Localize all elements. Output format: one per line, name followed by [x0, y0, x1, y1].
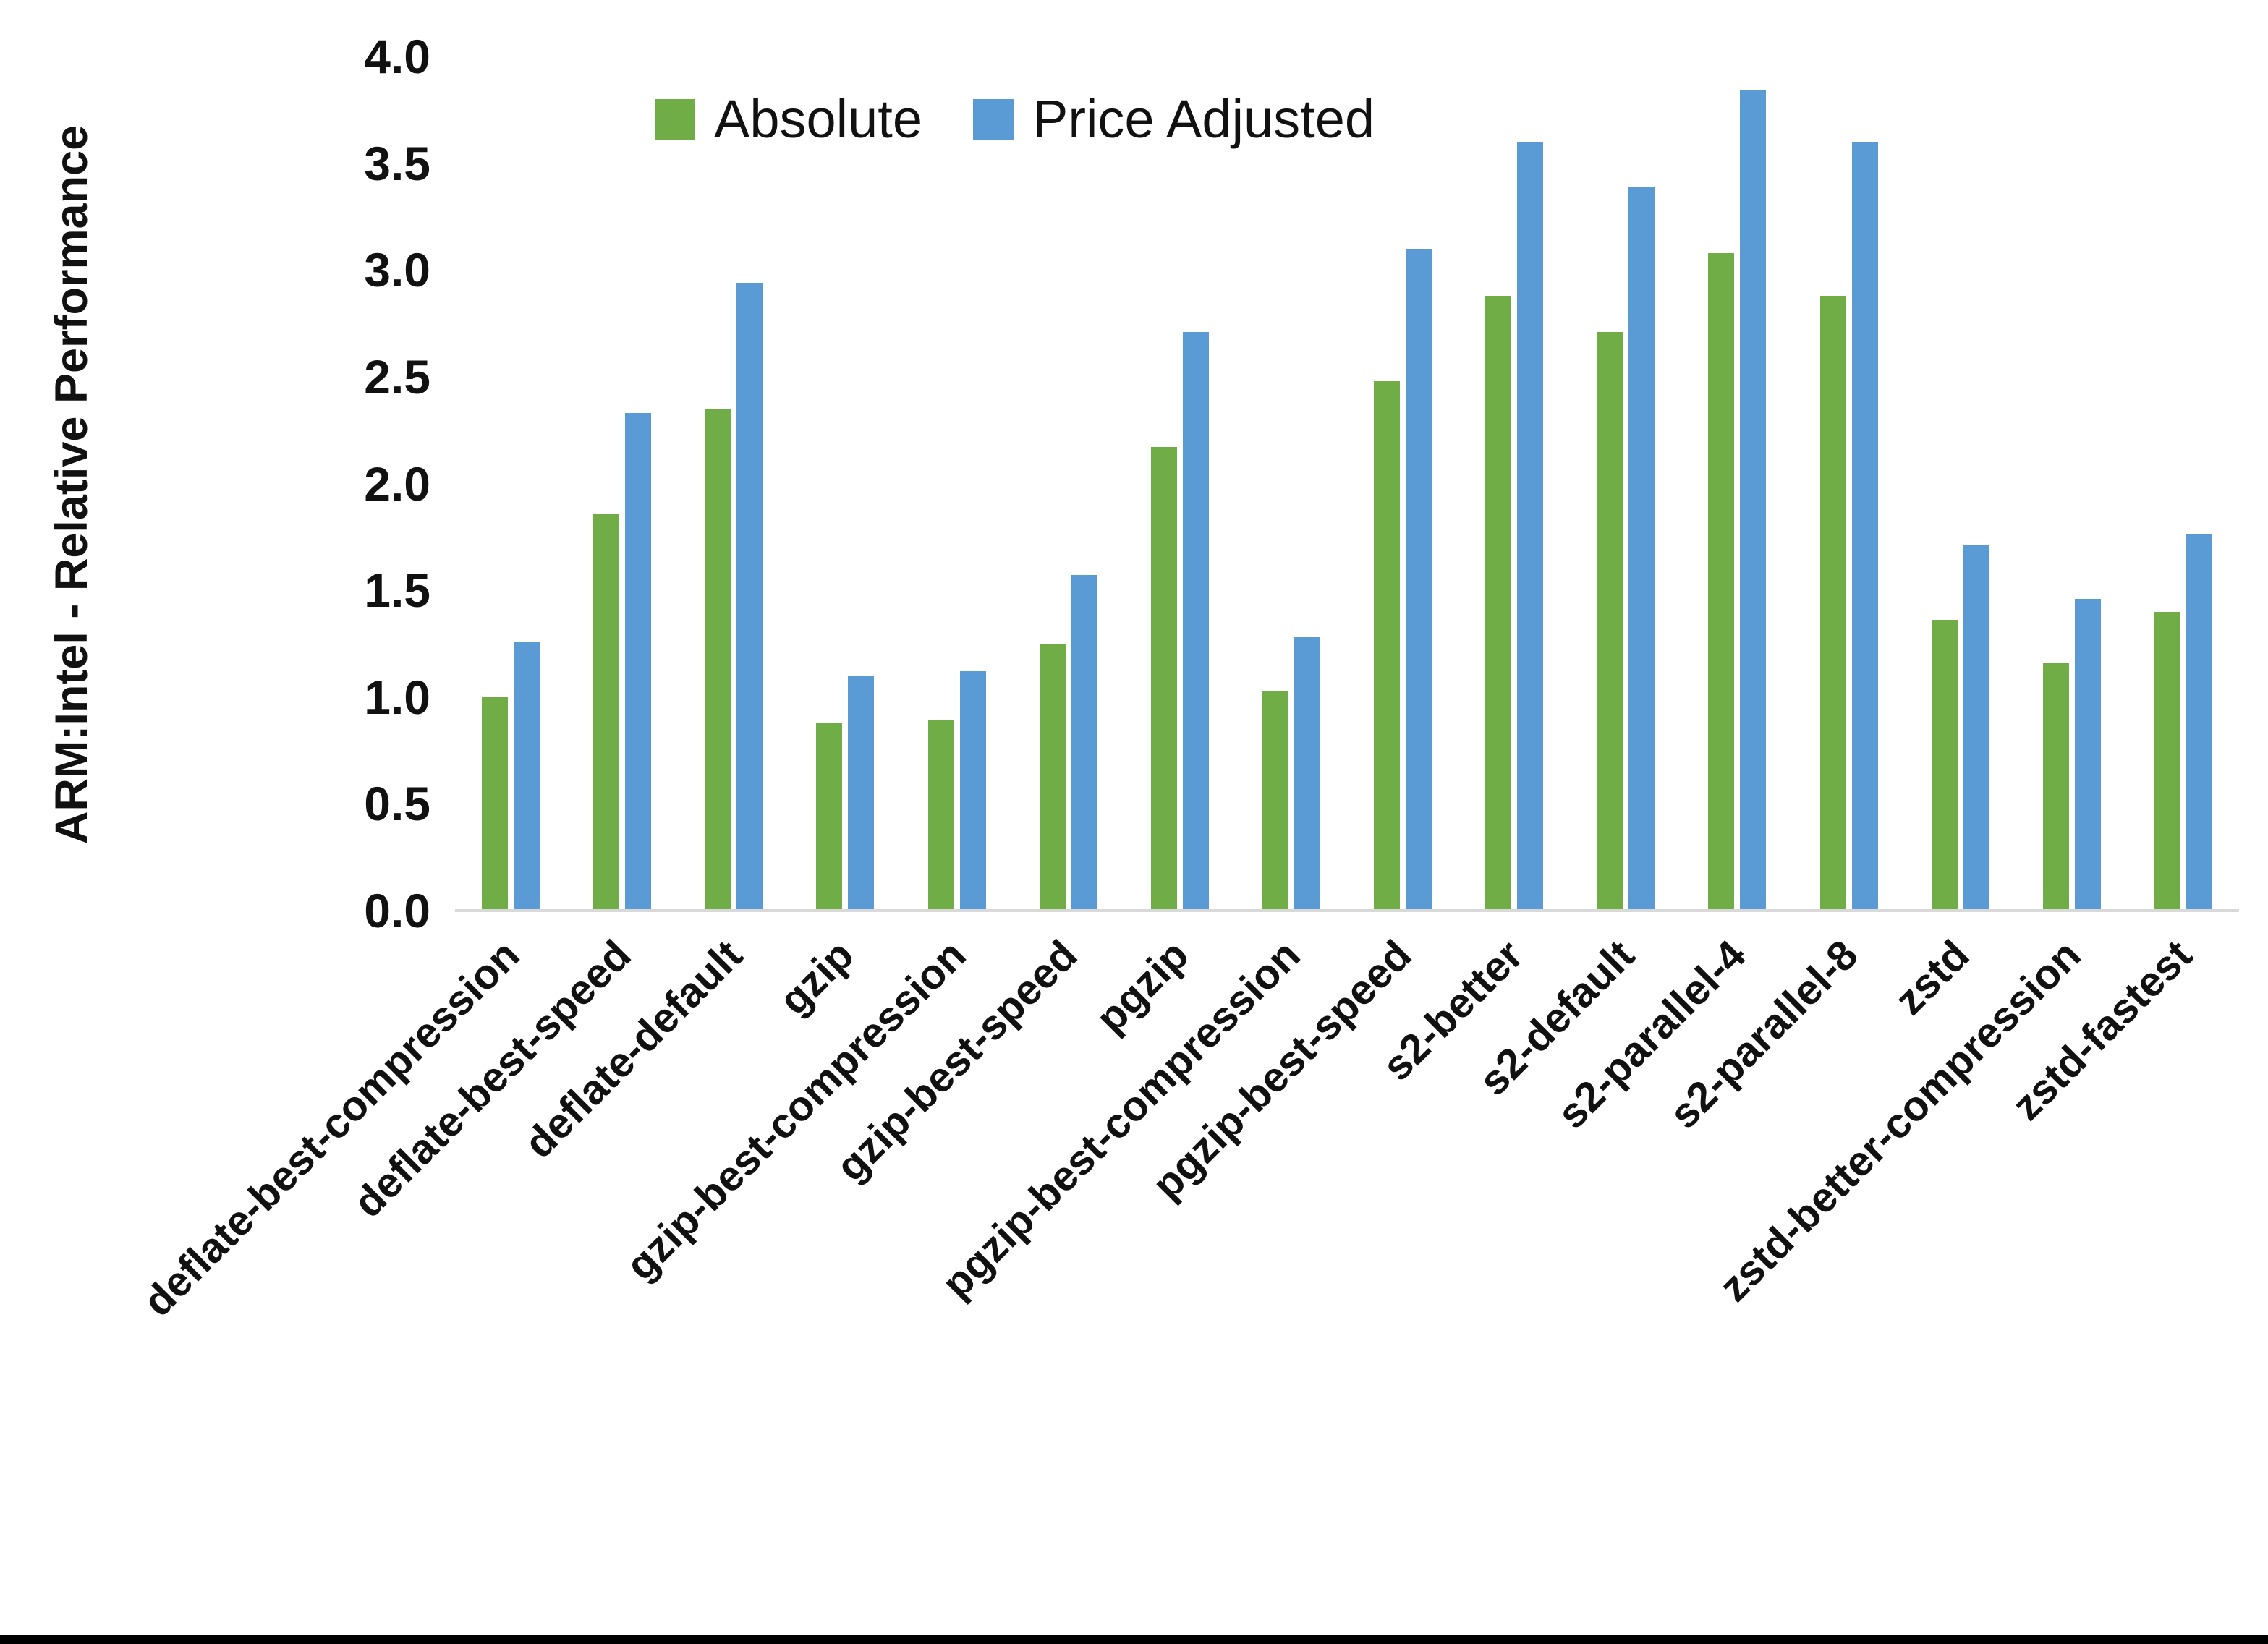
- plot-area: [455, 56, 2239, 911]
- x-axis-label-pgzip-best-compression: pgzip-best-compression: [933, 931, 1309, 1308]
- y-axis-tick-label: 0.0: [364, 884, 430, 937]
- bar-price-adjusted-gzip: [848, 676, 874, 911]
- bar-absolute-zstd: [1932, 620, 1958, 911]
- y-axis-tick-label: 3.0: [364, 243, 430, 297]
- y-axis-tick-label: 0.5: [364, 777, 430, 831]
- x-axis-label-gzip: gzip: [770, 931, 863, 1024]
- bar-absolute-deflate-best-compression: [482, 697, 508, 911]
- bar-absolute-zstd-fastest: [2154, 612, 2180, 911]
- x-axis-label-pgzip-best-speed: pgzip-best-speed: [1143, 931, 1421, 1209]
- y-axis-tick-label: 1.5: [364, 563, 430, 618]
- bar-absolute-s2-better: [1485, 296, 1511, 911]
- bar-absolute-s2-default: [1597, 332, 1623, 911]
- legend-swatch-absolute: [655, 98, 695, 140]
- bottom-border: [0, 1635, 2268, 1644]
- x-axis-label-deflate-best-compression: deflate-best-compression: [134, 931, 529, 1326]
- x-axis-label-zstd-better-compression: zstd-better-compression: [1710, 931, 2090, 1311]
- bar-absolute-deflate-default: [705, 409, 731, 911]
- bar-absolute-pgzip-best-compression: [1262, 691, 1288, 911]
- bar-price-adjusted-s2-better: [1517, 142, 1543, 911]
- bar-absolute-zstd-better-compression: [2043, 663, 2069, 911]
- bar-absolute-pgzip: [1151, 447, 1177, 911]
- y-axis-title: ARM:Intel - Relative Performance: [46, 124, 97, 845]
- bar-price-adjusted-deflate-default: [736, 283, 763, 911]
- y-axis-tick-label: 1.0: [364, 670, 430, 724]
- bar-price-adjusted-gzip-best-compression: [960, 671, 986, 911]
- legend: Absolute Price Adjusted: [655, 88, 1375, 150]
- bar-price-adjusted-pgzip: [1183, 332, 1209, 911]
- bar-price-adjusted-zstd-better-compression: [2075, 599, 2101, 911]
- bar-absolute-deflate-best-speed: [593, 514, 619, 911]
- legend-item-price-adjusted: Price Adjusted: [972, 88, 1375, 150]
- bar-price-adjusted-zstd: [1963, 545, 1989, 911]
- bar-price-adjusted-pgzip-best-compression: [1294, 637, 1320, 911]
- bar-price-adjusted-deflate-best-compression: [514, 642, 540, 911]
- y-axis-tick-label: 2.5: [364, 349, 430, 404]
- bar-absolute-gzip-best-compression: [928, 720, 954, 911]
- legend-label-absolute: Absolute: [714, 89, 922, 149]
- x-axis-label-deflate-best-speed: deflate-best-speed: [344, 931, 640, 1227]
- y-axis-tick-label: 2.0: [364, 456, 430, 511]
- bar-absolute-s2-parallel-4: [1708, 253, 1734, 911]
- bar-price-adjusted-gzip-best-speed: [1071, 575, 1097, 911]
- x-axis-label-s2-default: s2-default: [1470, 931, 1644, 1105]
- legend-swatch-price-adjusted: [972, 98, 1014, 140]
- x-axis-label-gzip-best-speed: gzip-best-speed: [827, 931, 1087, 1191]
- x-axis-label-pgzip: pgzip: [1087, 931, 1198, 1042]
- bar-price-adjusted-s2-parallel-4: [1740, 90, 1766, 911]
- bar-absolute-gzip-best-speed: [1040, 644, 1066, 911]
- bar-absolute-s2-parallel-8: [1820, 296, 1846, 911]
- y-axis-tick-label: 4.0: [364, 30, 430, 83]
- bar-price-adjusted-s2-default: [1628, 187, 1655, 911]
- x-axis-label-s2-parallel-8: s2-parallel-8: [1660, 931, 1867, 1138]
- bar-price-adjusted-pgzip-best-speed: [1406, 249, 1432, 911]
- x-axis-label-deflate-default: deflate-default: [515, 931, 752, 1167]
- x-axis-label-s2-parallel-4: s2-parallel-4: [1548, 931, 1755, 1138]
- legend-item-absolute: Absolute: [655, 88, 922, 150]
- legend-label-price-adjusted: Price Adjusted: [1032, 89, 1375, 149]
- x-axis-label-s2-better: s2-better: [1373, 931, 1532, 1090]
- bar-absolute-gzip: [816, 723, 842, 911]
- bar-absolute-pgzip-best-speed: [1374, 381, 1400, 911]
- x-axis-label-zstd-fastest: zstd-fastest: [2002, 931, 2201, 1130]
- x-axis-label-gzip-best-compression: gzip-best-compression: [616, 931, 975, 1290]
- x-axis-label-zstd: zstd: [1885, 931, 1979, 1024]
- bar-price-adjusted-deflate-best-speed: [625, 413, 651, 911]
- bar-price-adjusted-s2-parallel-8: [1852, 142, 1878, 911]
- bar-price-adjusted-zstd-fastest: [2186, 534, 2212, 911]
- y-axis-tick-label: 3.5: [364, 136, 430, 190]
- x-axis-line: [455, 909, 2239, 912]
